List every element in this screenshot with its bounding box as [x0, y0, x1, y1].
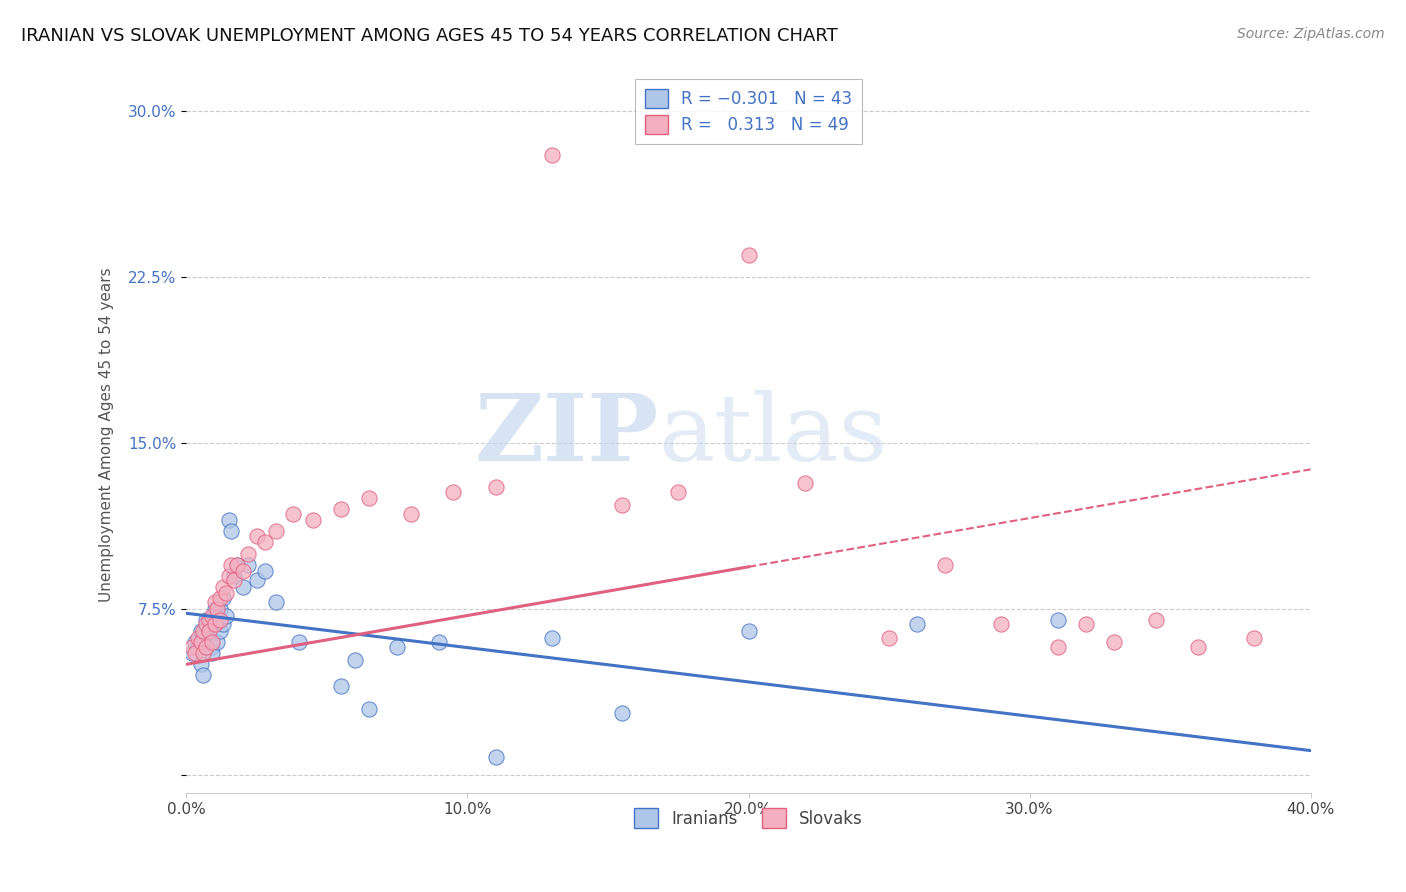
Point	[209, 624, 232, 638]
Point	[905, 617, 928, 632]
Point	[187, 640, 209, 654]
Point	[344, 653, 367, 667]
Point	[207, 635, 229, 649]
Point	[204, 595, 226, 609]
Point	[737, 624, 759, 638]
Point	[1102, 635, 1125, 649]
Point	[484, 750, 506, 764]
Point	[254, 535, 277, 549]
Point	[443, 484, 465, 499]
Point	[387, 640, 409, 654]
Point	[209, 613, 232, 627]
Point	[238, 547, 260, 561]
Text: IRANIAN VS SLOVAK UNEMPLOYMENT AMONG AGES 45 TO 54 YEARS CORRELATION CHART: IRANIAN VS SLOVAK UNEMPLOYMENT AMONG AGE…	[21, 27, 838, 45]
Point	[877, 631, 900, 645]
Point	[201, 646, 224, 660]
Point	[190, 657, 212, 672]
Point	[201, 635, 224, 649]
Point	[195, 617, 218, 632]
Point	[224, 573, 246, 587]
Point	[212, 617, 235, 632]
Point	[215, 586, 238, 600]
Point	[610, 706, 633, 720]
Point	[221, 524, 243, 539]
Point	[195, 613, 218, 627]
Point	[266, 524, 288, 539]
Point	[215, 608, 238, 623]
Point	[288, 635, 311, 649]
Point	[201, 640, 224, 654]
Point	[209, 591, 232, 605]
Point	[934, 558, 956, 572]
Point	[198, 624, 221, 638]
Point	[204, 602, 226, 616]
Point	[283, 507, 305, 521]
Text: ZIP: ZIP	[474, 390, 658, 480]
Point	[793, 475, 815, 490]
Point	[207, 613, 229, 627]
Point	[190, 624, 212, 638]
Point	[359, 701, 381, 715]
Point	[1074, 617, 1097, 632]
Point	[226, 558, 249, 572]
Point	[232, 580, 254, 594]
Point	[330, 679, 353, 693]
Point	[232, 564, 254, 578]
Point	[990, 617, 1012, 632]
Point	[221, 558, 243, 572]
Point	[218, 568, 240, 582]
Point	[184, 646, 207, 660]
Point	[359, 491, 381, 505]
Point	[201, 608, 224, 623]
Point	[610, 498, 633, 512]
Point	[540, 631, 562, 645]
Point	[1046, 640, 1069, 654]
Point	[1243, 631, 1265, 645]
Point	[195, 640, 218, 654]
Point	[212, 580, 235, 594]
Point	[184, 635, 207, 649]
Point	[429, 635, 451, 649]
Point	[198, 635, 221, 649]
Point	[181, 640, 204, 654]
Point	[226, 558, 249, 572]
Point	[193, 631, 215, 645]
Point	[484, 480, 506, 494]
Text: Source: ZipAtlas.com: Source: ZipAtlas.com	[1237, 27, 1385, 41]
Point	[218, 513, 240, 527]
Point	[193, 668, 215, 682]
Point	[254, 564, 277, 578]
Point	[1046, 613, 1069, 627]
Point	[195, 640, 218, 654]
Point	[224, 568, 246, 582]
Point	[266, 595, 288, 609]
Point	[193, 624, 215, 638]
Point	[190, 635, 212, 649]
Point	[401, 507, 423, 521]
Point	[1144, 613, 1167, 627]
Point	[238, 558, 260, 572]
Point	[212, 591, 235, 605]
Point	[209, 602, 232, 616]
Point	[302, 513, 325, 527]
Point	[181, 646, 204, 660]
Text: atlas: atlas	[658, 390, 887, 480]
Point	[204, 617, 226, 632]
Point	[246, 573, 269, 587]
Point	[666, 484, 689, 499]
Point	[198, 624, 221, 638]
Point	[204, 617, 226, 632]
Point	[246, 529, 269, 543]
Legend: Iranians, Slovaks: Iranians, Slovaks	[627, 802, 869, 834]
Y-axis label: Unemployment Among Ages 45 to 54 years: Unemployment Among Ages 45 to 54 years	[100, 268, 114, 602]
Point	[207, 602, 229, 616]
Point	[737, 247, 759, 261]
Point	[540, 148, 562, 162]
Point	[1187, 640, 1209, 654]
Point	[198, 613, 221, 627]
Point	[187, 631, 209, 645]
Point	[193, 646, 215, 660]
Point	[330, 502, 353, 516]
